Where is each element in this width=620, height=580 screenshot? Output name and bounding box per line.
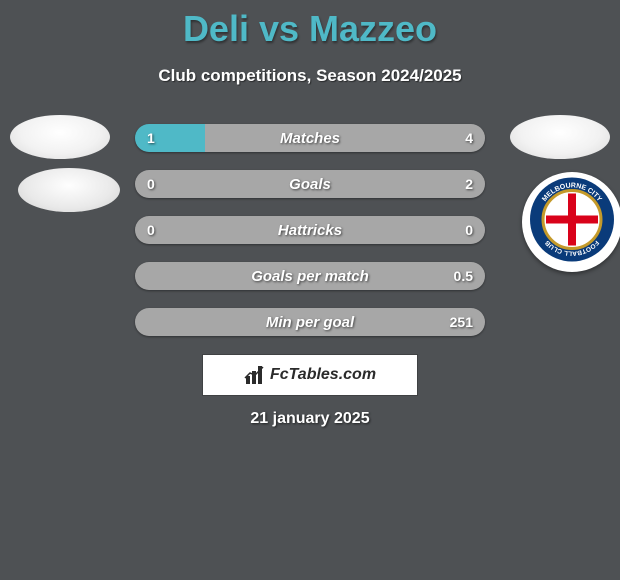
title-vs: vs: [249, 8, 309, 49]
date-text: 21 january 2025: [0, 410, 620, 428]
stat-label: Min per goal: [135, 308, 485, 336]
avatar-left: [10, 115, 110, 159]
bar-chart-icon: [244, 364, 266, 386]
stat-label: Goals per match: [135, 262, 485, 290]
melbourne-city-badge-icon: MELBOURNE CITY FOOTBALL CLUB: [528, 176, 616, 264]
title-left: Deli: [183, 8, 249, 49]
page-title: Deli vs Mazzeo: [0, 0, 620, 50]
stat-row: 02Goals: [135, 170, 485, 198]
stat-row: 251Min per goal: [135, 308, 485, 336]
avatar-right: [510, 115, 610, 159]
subtitle: Club competitions, Season 2024/2025: [0, 66, 620, 86]
stat-label: Matches: [135, 124, 485, 152]
brand-text: FcTables.com: [270, 366, 376, 384]
stat-row: 00Hattricks: [135, 216, 485, 244]
club-badge-right: MELBOURNE CITY FOOTBALL CLUB: [522, 172, 620, 272]
stat-label: Hattricks: [135, 216, 485, 244]
title-right: Mazzeo: [309, 8, 437, 49]
stat-label: Goals: [135, 170, 485, 198]
stat-row: 0.5Goals per match: [135, 262, 485, 290]
stat-row: 14Matches: [135, 124, 485, 152]
brand-box[interactable]: FcTables.com: [202, 354, 418, 396]
badge-cross-h: [546, 216, 598, 224]
club-badge-left: [18, 168, 120, 212]
stats-container: 14Matches 02Goals 00Hattricks 0.5Goals per …: [135, 124, 485, 354]
